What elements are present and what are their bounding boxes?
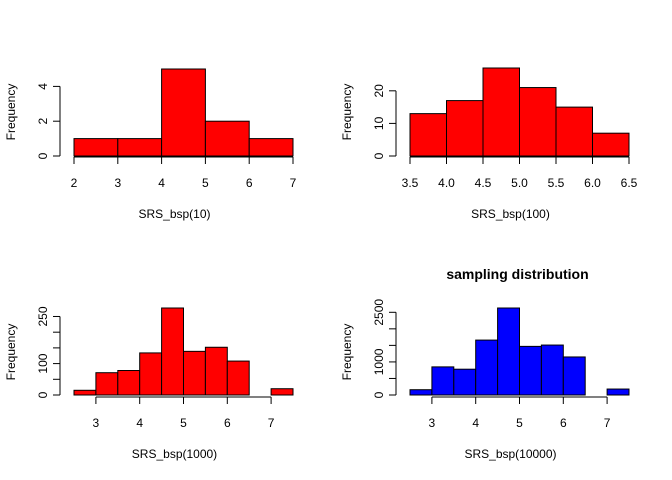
x-tick-label: 3 — [429, 416, 436, 430]
histogram-bar — [592, 132, 630, 157]
x-tick-label: 4.5 — [475, 176, 492, 190]
histogram-bar — [555, 106, 593, 157]
x-tick-label: 4.0 — [438, 176, 455, 190]
y-tick-label: 20 — [372, 84, 386, 98]
x-tick-label: 4 — [136, 416, 143, 430]
x-tick-label: 7 — [268, 416, 275, 430]
histogram-bar — [226, 360, 250, 396]
histogram-bar — [453, 368, 477, 396]
x-tick-label: 4 — [472, 416, 479, 430]
histogram-bar — [482, 67, 520, 157]
y-axis-label: Frequency — [4, 84, 18, 141]
histogram-bar — [409, 389, 433, 396]
x-tick-label: 3 — [114, 176, 121, 190]
x-tick-label: 6.5 — [621, 176, 638, 190]
histogram-bar — [248, 138, 294, 157]
histogram-bar — [540, 344, 564, 396]
histogram-panel-2: 3.5 4.0 4.5 5.0 5.5 6.0 6.5 0 10 20 SRS_bsp(100) Fr… — [340, 67, 638, 221]
y-tick-label: 0 — [36, 391, 50, 398]
x-tick-label: 3.5 — [402, 176, 419, 190]
y-tick-label: 0 — [372, 391, 386, 398]
histogram-bar — [204, 346, 228, 396]
x-tick-label: 6 — [224, 416, 231, 430]
chart-title: sampling distribution — [446, 266, 588, 282]
histogram-bar — [519, 87, 557, 157]
x-tick-label: 2 — [71, 176, 78, 190]
x-tick-label: 6 — [246, 176, 253, 190]
histogram-bar — [409, 113, 447, 157]
histogram-bar — [446, 100, 484, 157]
histogram-panel-1: 2 3 4 5 6 7 0 2 4 SRS_bsp(10) Frequency — [4, 68, 297, 221]
histogram-bar — [161, 68, 206, 157]
histogram-panel-3: 3 4 5 6 7 0 100 250 SRS_bsp(1000) Frequency — [4, 306, 294, 461]
y-tick-label: 250 — [36, 306, 50, 326]
x-tick-label: 5.5 — [548, 176, 565, 190]
histogram-bar — [204, 120, 250, 157]
x-tick-label: 5 — [516, 416, 523, 430]
histogram-bar — [431, 366, 455, 396]
histogram-bar — [606, 388, 630, 396]
y-tick-label: 1000 — [372, 348, 386, 375]
x-tick-label: 3 — [93, 416, 100, 430]
histogram-bar — [519, 345, 542, 396]
x-tick-label: 7 — [604, 416, 611, 430]
y-tick-label: 2 — [36, 118, 50, 125]
histogram-bar — [161, 307, 185, 396]
y-tick-label: 10 — [372, 116, 386, 130]
y-tick-label: 4 — [36, 83, 50, 90]
histogram-bar — [475, 339, 499, 396]
x-axis-label: SRS_bsp(10) — [138, 207, 210, 221]
x-tick-label: 5 — [202, 176, 209, 190]
histogram-bar — [562, 356, 586, 396]
histogram-bar — [117, 138, 163, 157]
x-tick-label: 4 — [158, 176, 165, 190]
x-tick-label: 5.0 — [511, 176, 528, 190]
y-tick-label: 0 — [36, 152, 50, 159]
x-tick-label: 7 — [290, 176, 297, 190]
histogram-panel-4: 3 4 5 6 7 0 1000 2500 SRS_bsp(10000) Frequency sam… — [340, 266, 630, 461]
y-tick-label: 2500 — [372, 299, 386, 326]
histogram-bar — [73, 389, 97, 396]
y-axis-label: Frequency — [340, 324, 354, 381]
histogram-bar — [270, 388, 294, 396]
x-tick-label: 5 — [180, 416, 187, 430]
x-axis-label: SRS_bsp(1000) — [132, 447, 217, 461]
histogram-bar — [73, 138, 119, 157]
y-tick-label: 0 — [372, 152, 386, 159]
histogram-bar — [183, 350, 206, 396]
y-axis-label: Frequency — [4, 324, 18, 381]
histogram-bar — [117, 370, 141, 396]
x-axis-label: SRS_bsp(100) — [471, 207, 550, 221]
histogram-bar — [139, 352, 163, 396]
x-tick-label: 6.0 — [584, 176, 601, 190]
x-axis-label: SRS_bsp(10000) — [464, 447, 556, 461]
y-tick-label: 100 — [36, 353, 50, 373]
histogram-bar — [95, 372, 119, 396]
histogram-bar — [497, 307, 521, 396]
x-tick-label: 6 — [560, 416, 567, 430]
y-axis-label: Frequency — [340, 84, 354, 141]
